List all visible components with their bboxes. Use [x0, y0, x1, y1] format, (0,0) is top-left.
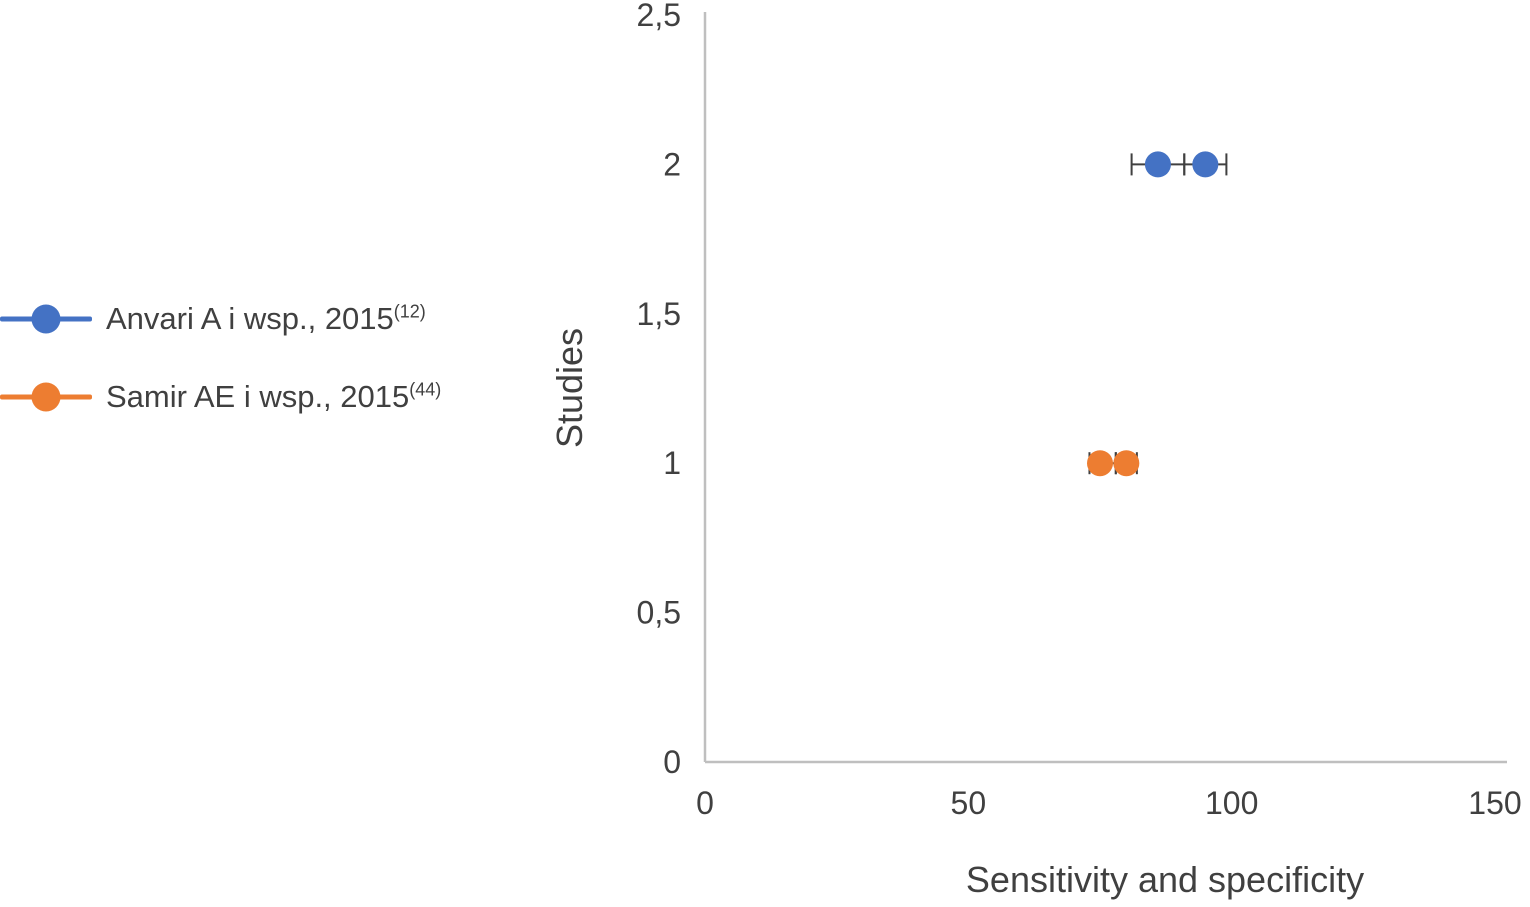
- y-tick-label: 2,5: [637, 0, 681, 33]
- x-tick-label: 50: [951, 785, 987, 821]
- legend-label-reference: (44): [409, 379, 442, 400]
- y-tick-label: 2: [663, 146, 681, 182]
- legend-label-anvari: Anvari A i wsp., 2015(12): [106, 301, 426, 337]
- y-axis-title: Studies: [549, 327, 590, 449]
- y-tick-label: 1,5: [637, 296, 681, 332]
- data-point: [1087, 450, 1113, 477]
- y-tick-label: 1: [663, 445, 681, 481]
- data-point: [1113, 450, 1140, 477]
- x-axis-title: Sensitivity and specificity: [965, 859, 1365, 900]
- legend-item-anvari: Anvari A i wsp., 2015(12): [0, 293, 441, 345]
- legend-label-samir: Samir AE i wsp., 2015(44): [106, 379, 441, 415]
- legend-label-reference: (12): [393, 301, 426, 322]
- x-tick-label: 150: [1468, 785, 1521, 821]
- y-tick-label: 0,5: [637, 595, 681, 631]
- x-tick-label: 0: [696, 785, 714, 821]
- legend-dot-orange: [31, 382, 61, 412]
- legend-item-samir: Samir AE i wsp., 2015(44): [0, 371, 441, 423]
- legend: Anvari A i wsp., 2015(12) Samir AE i wsp…: [0, 293, 441, 423]
- legend-label-text: Samir AE i wsp., 2015: [106, 379, 410, 414]
- legend-label-text: Anvari A i wsp., 2015: [106, 301, 394, 336]
- y-tick-label: 0: [663, 744, 681, 780]
- data-point: [1144, 151, 1171, 178]
- legend-dot-blue: [31, 304, 61, 334]
- legend-marker-orange: [0, 382, 92, 412]
- legend-marker-blue: [0, 304, 92, 334]
- data-point: [1192, 151, 1219, 178]
- x-tick-label: 100: [1205, 785, 1258, 821]
